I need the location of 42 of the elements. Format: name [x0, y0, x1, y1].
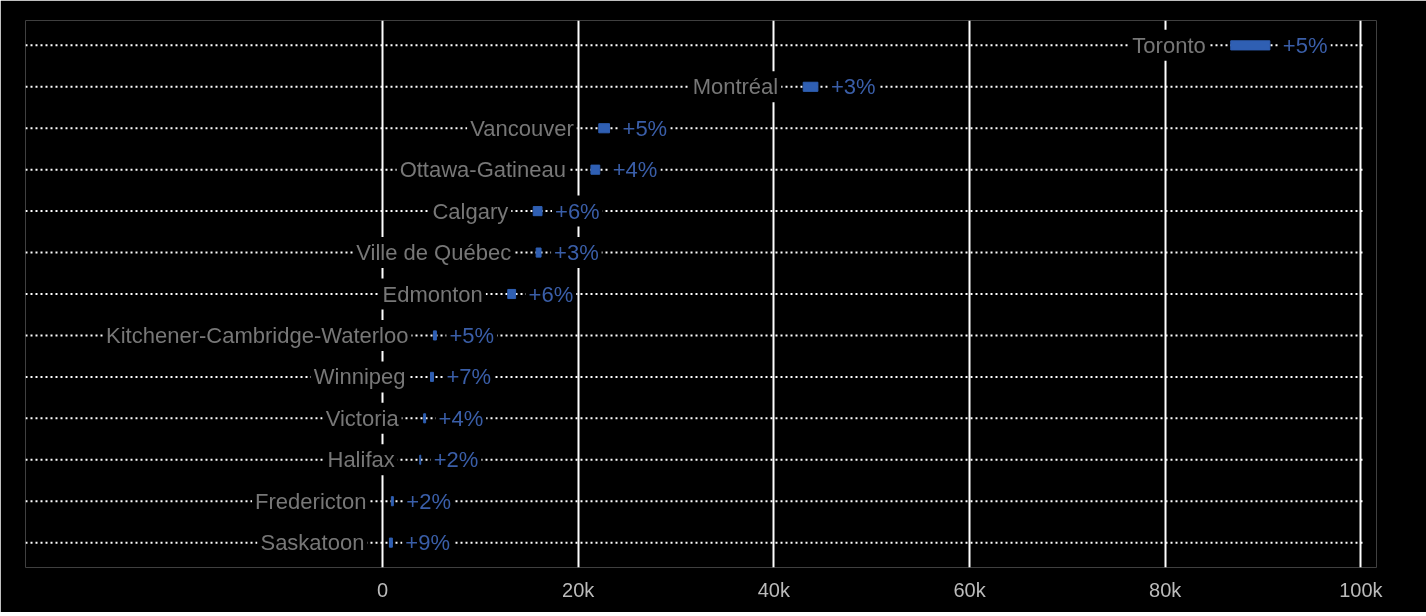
y-tick-label: Ottawa-Gatineau	[399, 157, 566, 183]
annotation: +2%	[433, 447, 479, 473]
bar	[598, 123, 611, 134]
bar	[1230, 40, 1271, 51]
x-tick-label: 0	[377, 578, 389, 601]
x-tick-label: 100k	[1339, 578, 1384, 601]
annotation: +7%	[446, 364, 492, 390]
y-tick-label: Fredericton	[255, 488, 367, 514]
y-tick-label: Ville de Québec	[356, 240, 512, 266]
y-tick-label: Saskatoon	[260, 530, 365, 556]
annotation: +3%	[830, 74, 876, 100]
y-tick-label: Halifax	[327, 447, 395, 473]
annotation: +6%	[528, 281, 574, 307]
bar	[388, 537, 393, 548]
annotation: +4%	[612, 157, 658, 183]
y-tick-label: Vancouver	[470, 115, 574, 141]
y-tick-label: Kitchener-Cambridge-Waterloo	[106, 322, 409, 348]
bar	[535, 247, 542, 258]
annotation: +6%	[555, 198, 600, 224]
annotation: +4%	[438, 405, 484, 431]
y-tick-label: Winnipeg	[313, 364, 406, 390]
annotation: +9%	[405, 530, 451, 556]
annotation: +5%	[622, 115, 668, 141]
bar	[590, 164, 601, 175]
annotation: +5%	[1282, 32, 1328, 58]
annotation: +2%	[406, 488, 451, 514]
y-tick-label: Montréal	[692, 74, 779, 100]
bar	[507, 288, 517, 300]
y-tick-label: Toronto	[1132, 32, 1206, 58]
bar	[430, 371, 434, 382]
annotation: +5%	[449, 322, 495, 348]
bar	[432, 330, 437, 341]
y-tick-label: Victoria	[325, 405, 400, 431]
x-tick-label: 40k	[757, 578, 791, 601]
bar	[802, 81, 819, 92]
y-tick-label: Calgary	[432, 198, 509, 224]
annotation: +3%	[554, 240, 599, 266]
x-tick-label: 20k	[562, 578, 596, 601]
x-tick-label: 60k	[953, 578, 987, 601]
bar	[532, 206, 543, 217]
y-tick-label: Edmonton	[382, 281, 483, 307]
x-tick-label: 80k	[1149, 578, 1183, 601]
